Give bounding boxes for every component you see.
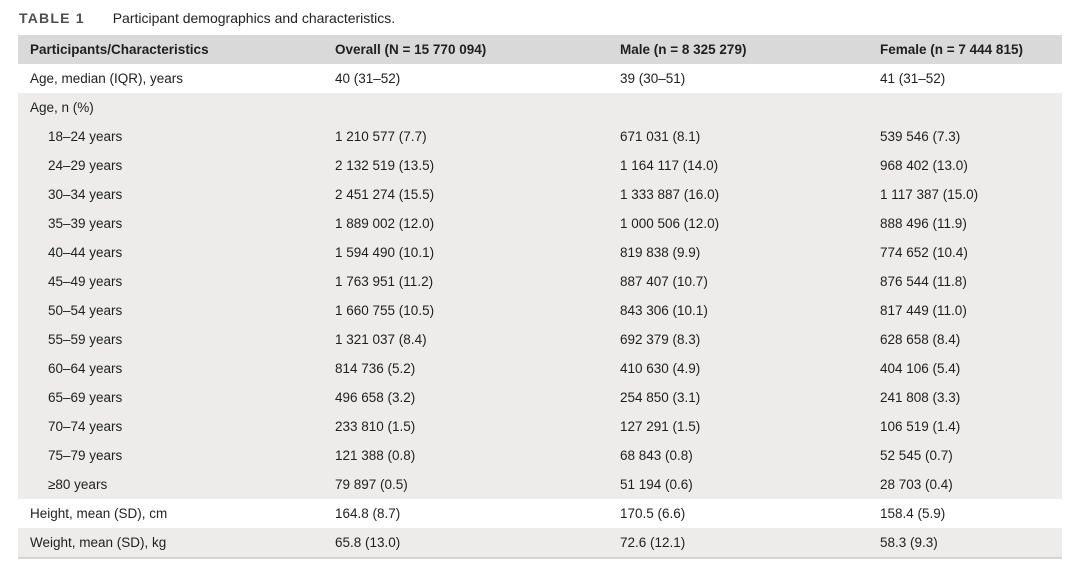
table-row: Age, n (%): [18, 93, 1062, 122]
table-row: 60–64 years 814 736 (5.2) 410 630 (4.9) 404…: [18, 354, 1062, 383]
value-cell: 170.5 (6.6): [608, 499, 868, 528]
table-row: Height, mean (SD), cm 164.8 (8.7) 170.5 (6…: [18, 499, 1062, 528]
table-row: 75–79 years 121 388 (0.8) 68 843 (0.8) 52 5…: [18, 441, 1062, 470]
value-cell: 843 306 (10.1): [608, 296, 868, 325]
value-cell: 40 (31–52): [323, 64, 608, 93]
table-row: 35–39 years 1 889 002 (12.0) 1 000 506 (12…: [18, 209, 1062, 238]
value-cell: 774 652 (10.4): [868, 238, 1062, 267]
value-cell: 1 333 887 (16.0): [608, 180, 868, 209]
column-header: Male (n = 8 325 279): [608, 35, 868, 64]
value-cell: 28 703 (0.4): [868, 470, 1062, 499]
value-cell: 1 889 002 (12.0): [323, 209, 608, 238]
table-row: 30–34 years 2 451 274 (15.5) 1 333 887 (16…: [18, 180, 1062, 209]
table-row: 65–69 years 496 658 (3.2) 254 850 (3.1) 241…: [18, 383, 1062, 412]
value-cell: 628 658 (8.4): [868, 325, 1062, 354]
value-cell: 68 843 (0.8): [608, 441, 868, 470]
value-cell: 72.6 (12.1): [608, 528, 868, 558]
value-cell: 814 736 (5.2): [323, 354, 608, 383]
value-cell: 79 897 (0.5): [323, 470, 608, 499]
value-cell: 58.3 (9.3): [868, 528, 1062, 558]
value-cell: 968 402 (13.0): [868, 151, 1062, 180]
value-cell: 404 106 (5.4): [868, 354, 1062, 383]
table-row: ≥80 years 79 897 (0.5) 51 194 (0.6) 28 703 …: [18, 470, 1062, 499]
row-label: ≥80 years: [18, 470, 323, 499]
value-cell: 39 (30–51): [608, 64, 868, 93]
row-label: Age, median (IQR), years: [18, 64, 323, 93]
value-cell: [608, 93, 868, 122]
table-row: Weight, mean (SD), kg 65.8 (13.0) 72.6 (12…: [18, 528, 1062, 558]
row-label: 55–59 years: [18, 325, 323, 354]
row-label: 24–29 years: [18, 151, 323, 180]
value-cell: [323, 93, 608, 122]
column-header: Participants/Characteristics: [18, 35, 323, 64]
table-row: 24–29 years 2 132 519 (13.5) 1 164 117 (14…: [18, 151, 1062, 180]
value-cell: 158.4 (5.9): [868, 499, 1062, 528]
value-cell: 887 407 (10.7): [608, 267, 868, 296]
value-cell: 106 519 (1.4): [868, 412, 1062, 441]
row-label: 70–74 years: [18, 412, 323, 441]
value-cell: 1 660 755 (10.5): [323, 296, 608, 325]
table-row: Age, median (IQR), years 40 (31–52) 39 (30…: [18, 64, 1062, 93]
header-row: Participants/Characteristics Overall (N =…: [18, 35, 1062, 64]
value-cell: 1 000 506 (12.0): [608, 209, 868, 238]
value-cell: 410 630 (4.9): [608, 354, 868, 383]
value-cell: 41 (31–52): [868, 64, 1062, 93]
row-label: 30–34 years: [18, 180, 323, 209]
value-cell: 888 496 (11.9): [868, 209, 1062, 238]
value-cell: 817 449 (11.0): [868, 296, 1062, 325]
value-cell: 671 031 (8.1): [608, 122, 868, 151]
value-cell: 539 546 (7.3): [868, 122, 1062, 151]
value-cell: 2 451 274 (15.5): [323, 180, 608, 209]
value-cell: 1 763 951 (11.2): [323, 267, 608, 296]
table-caption: Participant demographics and characteris…: [112, 10, 396, 26]
value-cell: 127 291 (1.5): [608, 412, 868, 441]
value-cell: 121 388 (0.8): [323, 441, 608, 470]
table-row: 50–54 years 1 660 755 (10.5) 843 306 (10.1…: [18, 296, 1062, 325]
value-cell: 876 544 (11.8): [868, 267, 1062, 296]
value-cell: 52 545 (0.7): [868, 441, 1062, 470]
row-label: 50–54 years: [18, 296, 323, 325]
row-label: 35–39 years: [18, 209, 323, 238]
value-cell: 1 117 387 (15.0): [868, 180, 1062, 209]
table-row: 40–44 years 1 594 490 (10.1) 819 838 (9.9)…: [18, 238, 1062, 267]
value-cell: 1 594 490 (10.1): [323, 238, 608, 267]
table-caption-row: TABLE 1 Participant demographics and cha…: [0, 0, 1080, 26]
value-cell: 496 658 (3.2): [323, 383, 608, 412]
value-cell: 819 838 (9.9): [608, 238, 868, 267]
value-cell: 65.8 (13.0): [323, 528, 608, 558]
value-cell: 692 379 (8.3): [608, 325, 868, 354]
value-cell: 2 132 519 (13.5): [323, 151, 608, 180]
column-header: Overall (N = 15 770 094): [323, 35, 608, 64]
row-label: 18–24 years: [18, 122, 323, 151]
value-cell: 164.8 (8.7): [323, 499, 608, 528]
table-row: 70–74 years 233 810 (1.5) 127 291 (1.5) 106…: [18, 412, 1062, 441]
value-cell: [868, 93, 1062, 122]
table-row: 18–24 years 1 210 577 (7.7) 671 031 (8.1) 5…: [18, 122, 1062, 151]
row-label: Age, n (%): [18, 93, 323, 122]
column-header: Female (n = 7 444 815): [868, 35, 1062, 64]
row-label: 75–79 years: [18, 441, 323, 470]
table-row: 45–49 years 1 763 951 (11.2) 887 407 (10.7…: [18, 267, 1062, 296]
value-cell: 233 810 (1.5): [323, 412, 608, 441]
value-cell: 1 321 037 (8.4): [323, 325, 608, 354]
row-label: 40–44 years: [18, 238, 323, 267]
row-label: 65–69 years: [18, 383, 323, 412]
value-cell: 1 164 117 (14.0): [608, 151, 868, 180]
row-label: Height, mean (SD), cm: [18, 499, 323, 528]
value-cell: 51 194 (0.6): [608, 470, 868, 499]
table-label: TABLE 1: [19, 10, 85, 26]
table-body: Age, median (IQR), years 40 (31–52) 39 (30…: [18, 64, 1062, 558]
value-cell: 254 850 (3.1): [608, 383, 868, 412]
row-label: 60–64 years: [18, 354, 323, 383]
value-cell: 241 808 (3.3): [868, 383, 1062, 412]
row-label: Weight, mean (SD), kg: [18, 528, 323, 558]
demographics-table: Participants/Characteristics Overall (N =…: [18, 35, 1062, 559]
value-cell: 1 210 577 (7.7): [323, 122, 608, 151]
table-row: 55–59 years 1 321 037 (8.4) 692 379 (8.3) 6…: [18, 325, 1062, 354]
row-label: 45–49 years: [18, 267, 323, 296]
